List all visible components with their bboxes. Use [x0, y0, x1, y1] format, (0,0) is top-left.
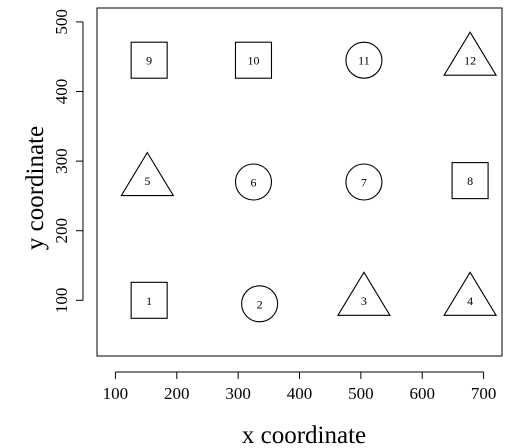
y-tick-label: 100: [52, 288, 71, 314]
square-marker: [451, 162, 489, 200]
y-tick-label: 300: [52, 148, 71, 174]
point-label: 4: [467, 294, 473, 308]
square-marker: [130, 41, 168, 79]
triangle-marker: [120, 151, 175, 197]
triangle-marker: [336, 271, 391, 316]
square-marker: [234, 41, 273, 79]
point-label: 7: [361, 176, 367, 190]
data-point-6: 6: [234, 163, 273, 201]
x-tick-label: 600: [409, 384, 435, 403]
triangle-marker: [443, 271, 498, 316]
x-tick-label: 400: [287, 384, 313, 403]
points-layer: 1 2 3 45 6 7 89 10 11 12: [120, 31, 498, 323]
point-label: 5: [144, 174, 150, 188]
point-label: 8: [467, 174, 473, 188]
y-axis: 100 200 300 400 500: [52, 9, 84, 314]
x-tick-label: 700: [471, 384, 497, 403]
y-tick-label: 400: [52, 79, 71, 105]
point-label: 9: [146, 54, 152, 68]
x-tick-label: 100: [103, 384, 129, 403]
x-tick-label: 300: [225, 384, 251, 403]
x-axis-title: x coordinate: [242, 422, 366, 448]
circle-marker: [234, 163, 273, 201]
point-label: 1: [146, 294, 152, 308]
data-point-1: 1: [130, 281, 168, 319]
x-tick-label: 200: [164, 384, 190, 403]
y-tick-label: 200: [52, 218, 71, 244]
circle-marker: [241, 285, 279, 323]
data-point-12: 12: [443, 31, 498, 76]
plot-frame: [96, 7, 503, 357]
square-marker: [130, 281, 168, 319]
x-axis: 100 200 300 400 500 600 700: [103, 371, 497, 403]
point-label: 3: [361, 294, 367, 308]
data-point-3: 3: [336, 271, 391, 316]
point-label: 11: [358, 54, 370, 68]
triangle-marker: [443, 31, 498, 76]
x-tick-label: 500: [348, 384, 374, 403]
data-point-10: 10: [234, 41, 273, 79]
circle-marker: [345, 163, 383, 201]
point-label: 12: [464, 54, 476, 68]
data-point-8: 8: [451, 162, 489, 200]
data-point-5: 5: [120, 151, 175, 197]
y-axis-title: y coordinate: [22, 126, 49, 250]
point-label: 2: [257, 297, 263, 311]
data-point-4: 4: [443, 271, 498, 316]
data-point-7: 7: [345, 163, 383, 201]
point-label: 6: [250, 176, 256, 190]
point-label: 10: [247, 54, 259, 68]
circle-marker: [345, 41, 383, 79]
data-point-11: 11: [345, 41, 383, 79]
data-point-9: 9: [130, 41, 168, 79]
data-point-2: 2: [241, 285, 279, 323]
y-tick-label: 500: [52, 9, 71, 34]
